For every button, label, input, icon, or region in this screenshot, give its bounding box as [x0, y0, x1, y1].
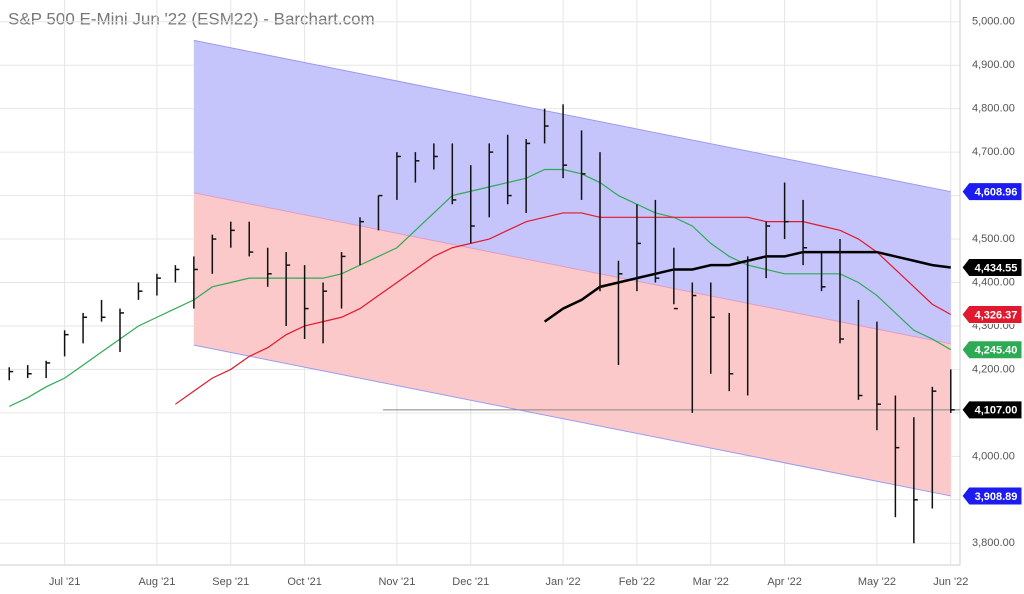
x-tick-label: May '22 [858, 576, 896, 588]
y-tick-label: 4,800.00 [972, 103, 1015, 115]
y-tick-label: 5,000.00 [972, 16, 1015, 28]
x-tick-label: Dec '21 [452, 576, 489, 588]
price-tag [961, 486, 1023, 506]
channel-middle-line [193, 192, 951, 345]
y-tick-label: 3,800.00 [972, 537, 1015, 549]
x-tick-label: Jan '22 [546, 576, 581, 588]
x-tick-label: Mar '22 [693, 576, 729, 588]
price-tag-label: 4,608.96 [975, 187, 1018, 199]
chart-title: S&P 500 E-Mini Jun '22 (ESM22) - Barchar… [8, 9, 375, 28]
x-tick-label: Nov '21 [378, 576, 415, 588]
x-tick-label: Jul '21 [49, 576, 80, 588]
y-tick-label: 4,500.00 [972, 233, 1015, 245]
channel-upper-line [193, 39, 951, 193]
price-tag [961, 305, 1023, 325]
y-tick-label: 4,900.00 [972, 59, 1015, 71]
price-tag-label: 4,326.37 [975, 309, 1018, 321]
x-tick-label: Jun '22 [933, 576, 968, 588]
price-tag-label: 4,107.00 [975, 405, 1018, 417]
price-tag [961, 182, 1023, 202]
y-tick-label: 4,700.00 [972, 146, 1015, 158]
channel-lower-band [193, 192, 951, 496]
price-tag-label: 3,908.89 [975, 491, 1018, 503]
x-tick-label: Sep '21 [212, 576, 249, 588]
x-tick-label: Oct '21 [287, 576, 322, 588]
y-tick-label: 4,400.00 [972, 276, 1015, 288]
channel-lower-line [193, 344, 951, 497]
x-tick-label: Apr '22 [767, 576, 802, 588]
x-tick-label: Aug '21 [138, 576, 175, 588]
moving-average [8, 168, 952, 407]
x-tick-label: Feb '22 [619, 576, 655, 588]
price-tag [961, 400, 1023, 420]
price-tag [961, 257, 1023, 277]
y-tick-label: 4,200.00 [972, 363, 1015, 375]
price-tag-label: 4,434.55 [975, 262, 1018, 274]
price-tag-label: 4,245.40 [975, 345, 1018, 357]
y-tick-label: 4,000.00 [972, 450, 1015, 462]
price-tag [961, 340, 1023, 360]
